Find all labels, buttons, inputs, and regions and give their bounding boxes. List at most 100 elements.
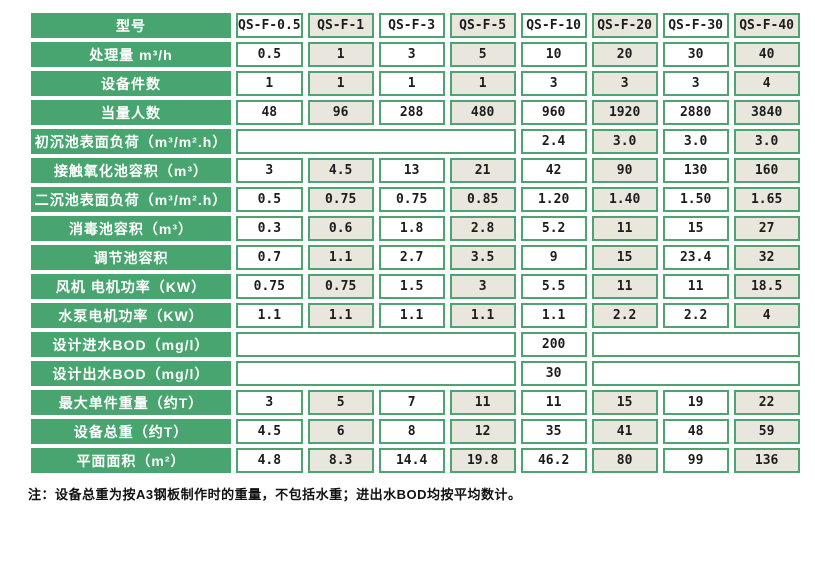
cell: 0.85: [449, 187, 516, 212]
cell: 0.75: [307, 274, 374, 299]
cell: 480: [449, 100, 516, 125]
cell: 3: [591, 71, 658, 96]
cell: 2.4: [520, 129, 587, 154]
cell: 14.4: [378, 448, 445, 473]
cell: 1.1: [307, 245, 374, 270]
table-row: 水泵电机功率（KW） 1.1 1.1 1.1 1.1 1.1 2.2 2.2 4: [31, 303, 800, 328]
cell: 5: [449, 42, 516, 67]
cell: 19: [662, 390, 729, 415]
cell: 288: [378, 100, 445, 125]
cell: 3.0: [733, 129, 800, 154]
cell: 8.3: [307, 448, 374, 473]
model-header: QS-F-0.5: [236, 13, 303, 38]
table-row: 设备总重（约T） 4.5 6 8 12 35 41 48 59: [31, 419, 800, 444]
cell: 1.1: [520, 303, 587, 328]
cell: 35: [520, 419, 587, 444]
cell: 1: [307, 42, 374, 67]
cell: 3: [378, 42, 445, 67]
cell: 20: [591, 42, 658, 67]
cell: 2.2: [591, 303, 658, 328]
cell: 3.0: [662, 129, 729, 154]
cell: 99: [662, 448, 729, 473]
cell: 4: [733, 303, 800, 328]
cell: 10: [520, 42, 587, 67]
cell: 1: [449, 71, 516, 96]
row-label: 二沉池表面负荷（m³/m².h）: [31, 187, 231, 212]
cell: 8: [378, 419, 445, 444]
cell: 30: [520, 361, 587, 386]
cell: 80: [591, 448, 658, 473]
cell: 3: [449, 274, 516, 299]
row-label: 设计出水BOD（mg/l）: [31, 361, 231, 386]
row-label: 平面面积（m²）: [31, 448, 231, 473]
cell: 0.6: [307, 216, 374, 241]
table-row: 设计出水BOD（mg/l） 30: [31, 361, 800, 386]
cell: 1.20: [520, 187, 587, 212]
cell: 46.2: [520, 448, 587, 473]
cell: 0.5: [236, 42, 303, 67]
cell: 0.75: [307, 187, 374, 212]
table-row: 设备件数 1 1 1 1 3 3 3 4: [31, 71, 800, 96]
cell: 59: [733, 419, 800, 444]
table-row: 初沉池表面负荷（m³/m².h） 2.4 3.0 3.0 3.0: [31, 129, 800, 154]
cell: 23.4: [662, 245, 729, 270]
cell: 2.2: [662, 303, 729, 328]
row-label: 设备总重（约T）: [31, 419, 231, 444]
merged-empty-cell: [236, 361, 516, 386]
cell: 1.1: [378, 303, 445, 328]
cell: 3840: [733, 100, 800, 125]
cell: 19.8: [449, 448, 516, 473]
cell: 1: [307, 71, 374, 96]
cell: 12: [449, 419, 516, 444]
cell: 15: [662, 216, 729, 241]
header-row: 型号 QS-F-0.5 QS-F-1 QS-F-3 QS-F-5 QS-F-10…: [31, 13, 800, 38]
model-header: QS-F-1: [307, 13, 374, 38]
cell: 11: [591, 216, 658, 241]
cell: 11: [449, 390, 516, 415]
cell: 18.5: [733, 274, 800, 299]
header-label: 型号: [31, 13, 231, 38]
table-row: 消毒池容积（m³） 0.3 0.6 1.8 2.8 5.2 11 15 27: [31, 216, 800, 241]
cell: 1.40: [591, 187, 658, 212]
model-header: QS-F-3: [378, 13, 445, 38]
table-row: 最大单件重量（约T） 3 5 7 11 11 15 19 22: [31, 390, 800, 415]
row-label: 接触氧化池容积（m³）: [31, 158, 231, 183]
cell: 960: [520, 100, 587, 125]
cell: 11: [591, 274, 658, 299]
cell: 30: [662, 42, 729, 67]
cell: 5.2: [520, 216, 587, 241]
model-header: QS-F-5: [449, 13, 516, 38]
model-header: QS-F-40: [733, 13, 800, 38]
table-row: 当量人数 48 96 288 480 960 1920 2880 3840: [31, 100, 800, 125]
cell: 21: [449, 158, 516, 183]
row-label: 当量人数: [31, 100, 231, 125]
merged-empty-cell: [591, 332, 800, 357]
cell: 1.50: [662, 187, 729, 212]
footnote: 注：设备总重为按A3钢板制作时的重量，不包括水重；进出水BOD均按平均数计。: [28, 487, 522, 502]
cell: 4.5: [236, 419, 303, 444]
cell: 96: [307, 100, 374, 125]
table-row: 处理量 m³/h 0.5 1 3 5 10 20 30 40: [31, 42, 800, 67]
cell: 4.8: [236, 448, 303, 473]
table-row: 平面面积（m²） 4.8 8.3 14.4 19.8 46.2 80 99 13…: [31, 448, 800, 473]
cell: 27: [733, 216, 800, 241]
row-label: 风机 电机功率（KW）: [31, 274, 231, 299]
cell: 11: [520, 390, 587, 415]
cell: 3.0: [591, 129, 658, 154]
cell: 0.7: [236, 245, 303, 270]
table-row: 接触氧化池容积（m³） 3 4.5 13 21 42 90 130 160: [31, 158, 800, 183]
cell: 2.7: [378, 245, 445, 270]
model-header: QS-F-10: [520, 13, 587, 38]
cell: 200: [520, 332, 587, 357]
row-label: 处理量 m³/h: [31, 42, 231, 67]
row-label: 设备件数: [31, 71, 231, 96]
cell: 1: [236, 71, 303, 96]
cell: 5: [307, 390, 374, 415]
table-row: 二沉池表面负荷（m³/m².h） 0.5 0.75 0.75 0.85 1.20…: [31, 187, 800, 212]
cell: 0.75: [236, 274, 303, 299]
cell: 1.1: [236, 303, 303, 328]
cell: 3: [662, 71, 729, 96]
cell: 1: [378, 71, 445, 96]
cell: 42: [520, 158, 587, 183]
